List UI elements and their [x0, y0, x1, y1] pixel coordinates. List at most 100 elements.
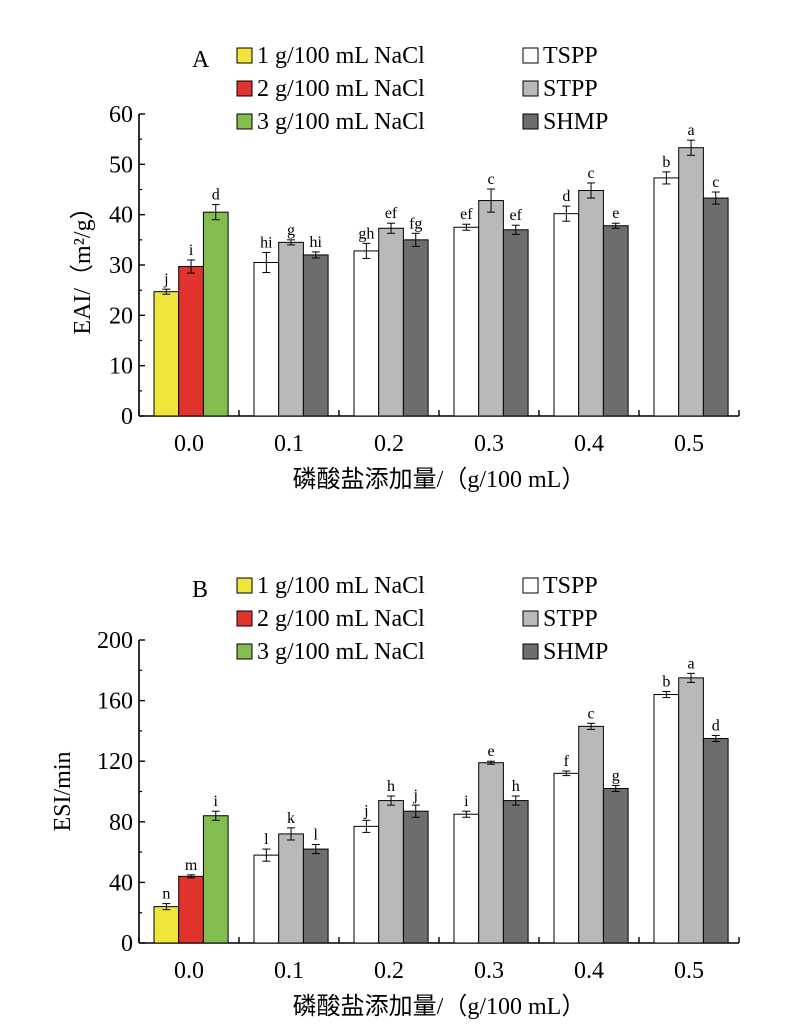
legend-label: TSPP [543, 573, 598, 599]
bar [602, 787, 629, 944]
y-tick-label: 160 [97, 689, 133, 715]
legend-label: TSPP [543, 43, 598, 69]
legend-swatch [522, 47, 539, 64]
significance-label: j [363, 802, 368, 819]
significance-label: i [464, 793, 469, 810]
y-tick-label: 60 [109, 102, 133, 128]
bar [302, 848, 329, 944]
y-tick-label: 50 [109, 152, 133, 178]
bar [178, 266, 204, 417]
bar [653, 694, 680, 944]
y-axis-title: EAI/（m²/g） [70, 195, 96, 334]
significance-label: ef [510, 207, 523, 224]
y-axis-title: ESI/min [50, 751, 76, 831]
legend-swatch [522, 643, 539, 660]
x-tick-label: 0.5 [674, 958, 704, 984]
significance-label: l [264, 831, 269, 848]
legend-label: 1 g/100 mL NaCl [257, 43, 425, 69]
bar [153, 291, 180, 417]
significance-label: e [612, 205, 619, 222]
significance-label: j [163, 271, 168, 288]
x-tick-label: 0.5 [674, 431, 704, 457]
bar [602, 225, 629, 417]
x-tick-label: 0.4 [574, 958, 604, 984]
y-tick-label: 120 [97, 749, 133, 775]
legend-swatch [236, 80, 253, 97]
significance-label: c [712, 174, 719, 191]
legend-swatch [522, 113, 539, 130]
y-tick-label: 40 [109, 870, 133, 896]
bar [478, 200, 504, 417]
bar [578, 725, 604, 944]
bar [578, 190, 604, 417]
legend-swatch [236, 47, 253, 64]
significance-label: e [487, 743, 494, 760]
panel-b-chart: B 1 g/100 mL NaCl 2 g/100 mL NaCl 3 g/100 … [50, 573, 740, 1020]
panel-a-chart: A 1 g/100 mL NaCl 2 g/100 mL NaCl 3 g/100 … [70, 43, 740, 493]
x-tick-label: 0.2 [374, 958, 404, 984]
significance-label: h [512, 778, 520, 795]
significance-label: i [214, 793, 219, 810]
legend-label: SHMP [543, 639, 608, 665]
legend-label: SHMP [543, 109, 608, 135]
bar [153, 906, 180, 944]
legend-swatch [236, 577, 253, 594]
significance-label: g [612, 767, 620, 784]
significance-label: a [687, 655, 694, 672]
legend-label: 1 g/100 mL NaCl [257, 573, 425, 599]
bar [253, 854, 280, 944]
bar [702, 737, 729, 944]
bar [202, 211, 229, 417]
bar [453, 813, 480, 944]
panel-a-label: A [192, 47, 210, 73]
panel-b-label: B [192, 577, 208, 603]
y-tick-label: 20 [109, 303, 133, 329]
significance-label: ef [460, 206, 473, 223]
x-tick-label: 0.0 [174, 958, 204, 984]
bar [678, 147, 704, 417]
bar [378, 800, 404, 944]
significance-label: hi [310, 234, 323, 251]
bar [678, 677, 704, 944]
y-tick-label: 40 [109, 203, 133, 229]
significance-label: fg [409, 215, 422, 232]
legend-label: 3 g/100 mL NaCl [257, 109, 425, 135]
legend-swatch [522, 577, 539, 594]
y-tick-label: 0 [121, 404, 133, 430]
bar [653, 177, 680, 417]
x-tick-label: 0.4 [574, 431, 604, 457]
x-tick-label: 0.1 [274, 431, 304, 457]
legend-swatch [236, 610, 253, 627]
bar [278, 833, 304, 944]
legend-swatch [522, 610, 539, 627]
legend-swatch [236, 113, 253, 130]
legend-label: 2 g/100 mL NaCl [257, 76, 425, 102]
legend-swatch [522, 80, 539, 97]
significance-label: n [162, 886, 170, 903]
significance-label: hi [260, 234, 273, 251]
significance-label: d [212, 187, 220, 204]
significance-label: c [587, 705, 594, 722]
bar [702, 197, 729, 417]
significance-label: j [413, 787, 418, 804]
bar [502, 229, 529, 417]
significance-label: b [662, 154, 670, 171]
significance-label: gh [358, 225, 374, 242]
significance-label: d [562, 188, 570, 205]
legend-label: 3 g/100 mL NaCl [257, 639, 425, 665]
significance-label: b [662, 674, 670, 691]
bar [178, 875, 204, 944]
x-tick-label: 0.1 [274, 958, 304, 984]
y-tick-label: 0 [121, 931, 133, 957]
significance-label: f [564, 753, 570, 770]
y-tick-label: 80 [109, 810, 133, 836]
legend-label: 2 g/100 mL NaCl [257, 606, 425, 632]
legend-label: STPP [543, 76, 598, 102]
bar [453, 226, 480, 417]
significance-label: c [587, 165, 594, 182]
significance-label: ef [385, 205, 398, 222]
bar [478, 762, 504, 944]
y-tick-label: 10 [109, 354, 133, 380]
bar [253, 261, 280, 417]
significance-label: m [185, 857, 198, 874]
